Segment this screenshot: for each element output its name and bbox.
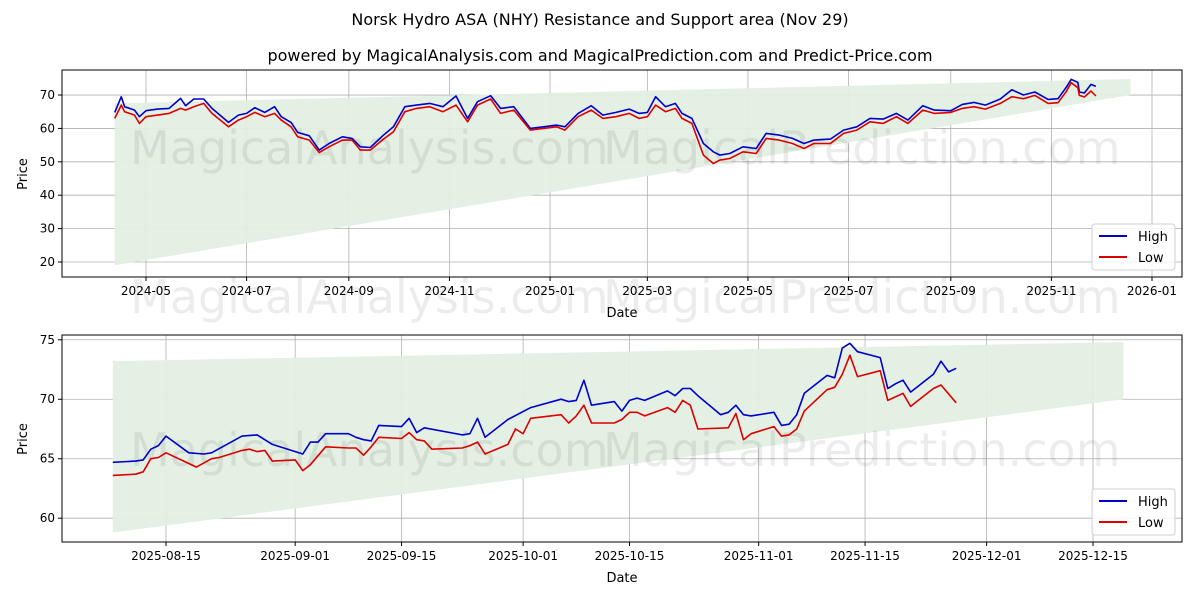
x-tick-label: 2025-01 xyxy=(525,284,575,298)
x-tick-label: 2025-03 xyxy=(622,284,672,298)
y-tick-label: 75 xyxy=(40,333,55,347)
top-axes-frame xyxy=(61,69,1183,278)
top-resistance-support-band xyxy=(114,79,1131,266)
x-tick-label: 2025-11-15 xyxy=(830,549,900,563)
y-tick-label: 70 xyxy=(40,392,55,406)
x-tick-label: 2025-12-15 xyxy=(1058,549,1128,563)
y-tick-label: 60 xyxy=(40,121,55,135)
bottom-y-axis-label: Price xyxy=(16,423,31,455)
y-tick-label: 40 xyxy=(40,188,55,202)
watermark-prediction: MagicalPrediction.com xyxy=(603,121,1121,175)
x-tick-label: 2025-05 xyxy=(723,284,773,298)
x-tick-label: 2025-07 xyxy=(823,284,873,298)
top-legend: High Low xyxy=(1091,223,1176,271)
low-line xyxy=(112,354,957,477)
x-tick-label: 2025-10-15 xyxy=(595,549,665,563)
y-tick-label: 60 xyxy=(40,511,55,525)
x-tick-label: 2025-12-01 xyxy=(952,549,1022,563)
x-tick-label: 2024-09 xyxy=(324,284,374,298)
top-x-axis: 2024-05 2024-07 2024-09 2024-11 2025-01 2025-… xyxy=(121,277,1177,298)
high-line xyxy=(112,342,957,464)
x-tick-label: 2025-11 xyxy=(1026,284,1076,298)
x-tick-label: 2024-07 xyxy=(222,284,272,298)
top-y-axis: 20 30 40 50 60 70 xyxy=(40,88,62,269)
bottom-axes-frame xyxy=(61,334,1183,543)
x-tick-label: 2025-08-15 xyxy=(131,549,201,563)
x-tick-label: 2025-11-01 xyxy=(724,549,794,563)
x-tick-label: 2025-10-01 xyxy=(488,549,558,563)
x-tick-label: 2025-09 xyxy=(926,284,976,298)
x-tick-label: 2024-05 xyxy=(121,284,171,298)
top-chart: MagicalAnalysis.com MagicalPrediction.co… xyxy=(16,69,1183,324)
bottom-legend: High Low xyxy=(1091,488,1176,536)
x-tick-label: 2026-01 xyxy=(1127,284,1177,298)
high-line xyxy=(113,78,1097,156)
legend-high-label: High xyxy=(1138,495,1168,510)
legend-high-label: High xyxy=(1138,230,1168,245)
bottom-x-axis-label: Date xyxy=(606,571,637,586)
watermark-prediction: MagicalPrediction.com xyxy=(603,423,1121,477)
y-tick-label: 50 xyxy=(40,155,55,169)
low-line xyxy=(113,81,1097,165)
y-tick-label: 65 xyxy=(40,452,55,466)
top-y-axis-label: Price xyxy=(16,158,31,190)
x-tick-label: 2025-09-01 xyxy=(260,549,330,563)
x-tick-label: 2025-09-15 xyxy=(367,549,437,563)
legend-low-label: Low xyxy=(1138,251,1164,266)
bottom-resistance-support-band xyxy=(112,342,1124,533)
bottom-y-axis: 60 65 70 75 xyxy=(40,333,62,525)
chart-subtitle: powered by MagicalAnalysis.com and Magic… xyxy=(267,46,933,65)
y-tick-label: 20 xyxy=(40,255,55,269)
x-tick-label: 2024-11 xyxy=(424,284,474,298)
chart-title: Norsk Hydro ASA (NHY) Resistance and Sup… xyxy=(351,10,849,29)
bottom-x-axis: 2025-08-15 2025-09-01 2025-09-15 2025-10-01… xyxy=(131,542,1128,563)
legend-low-label: Low xyxy=(1138,516,1164,531)
y-tick-label: 70 xyxy=(40,88,55,102)
watermark-analysis: MagicalAnalysis.com xyxy=(130,270,609,324)
y-tick-label: 30 xyxy=(40,222,55,236)
watermark-prediction: MagicalPrediction.com xyxy=(603,270,1121,324)
bottom-chart: MagicalAnalysis.com MagicalPrediction.co… xyxy=(16,333,1183,586)
top-x-axis-label: Date xyxy=(606,306,637,321)
